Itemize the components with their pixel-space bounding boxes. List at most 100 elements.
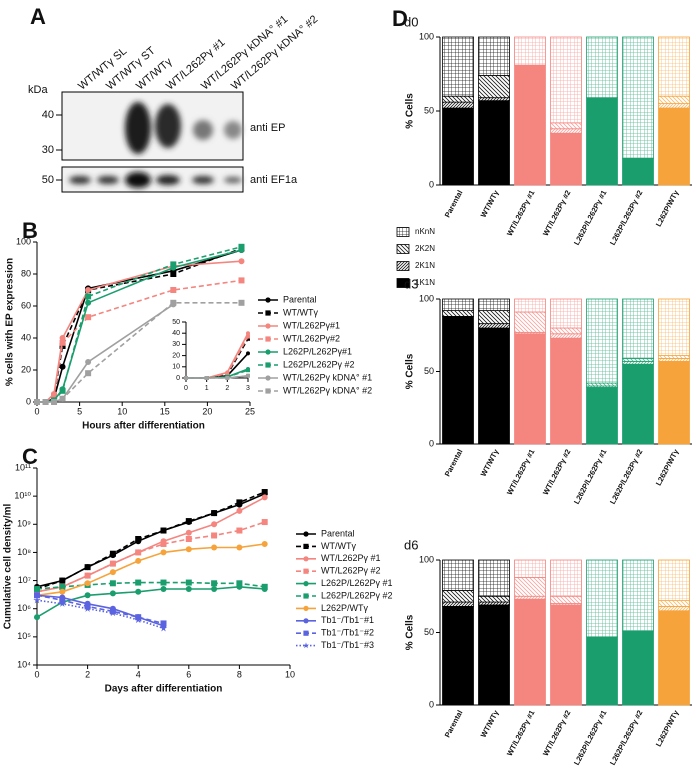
data-point <box>135 588 142 595</box>
data-point <box>170 271 177 277</box>
bar-segment <box>550 128 582 134</box>
data-point <box>59 395 66 402</box>
bar-segment <box>658 298 690 356</box>
legend-swatch <box>396 278 410 288</box>
data-point <box>170 261 177 268</box>
x-tick-label: 5 <box>77 406 82 416</box>
bar-segment <box>478 100 510 186</box>
x-tick-label: WT/WTγ <box>479 708 501 739</box>
data-point <box>236 499 243 506</box>
x-tick-label: Parental <box>443 448 465 478</box>
data-point <box>185 579 192 586</box>
data-point <box>59 588 66 595</box>
bar-segment <box>586 387 618 445</box>
bar-segment <box>442 101 474 109</box>
series-line <box>37 279 242 403</box>
bar-segment <box>514 333 546 445</box>
series-line <box>36 585 265 618</box>
data-point <box>211 544 218 551</box>
data-point <box>134 616 142 624</box>
bar-segment <box>550 337 582 445</box>
data-point <box>59 335 66 341</box>
y-axis-label: % Cells <box>405 614 416 650</box>
legend-label: nKnN <box>415 227 435 236</box>
legend-label: WT/WTγ <box>321 541 356 551</box>
bar-segment <box>658 606 690 612</box>
bar-segment <box>622 36 654 159</box>
x-tick-label: 10 <box>117 406 127 416</box>
bar-segment <box>478 595 510 603</box>
data-point <box>109 569 116 576</box>
bar-segment <box>478 559 510 597</box>
data-point <box>135 549 142 556</box>
legend-swatch <box>396 227 410 237</box>
bar-segment <box>658 358 690 362</box>
y-tick-label: 0 <box>429 179 434 189</box>
bands <box>69 172 242 188</box>
data-point <box>85 293 92 300</box>
data-point <box>84 580 91 587</box>
bar-segment <box>550 333 582 339</box>
data-point <box>238 299 245 306</box>
y-tick-label: 100 <box>16 236 31 246</box>
x-axis-label: Days after differentiation <box>105 684 223 695</box>
x-tick-label: 4 <box>136 669 141 679</box>
data-point <box>85 314 92 321</box>
legend-marker <box>303 531 309 537</box>
legend-label: L262P/L262Pγ#1 <box>283 346 352 356</box>
legend-label: WT/L262Pγ#1 <box>283 320 340 330</box>
series-line <box>186 332 249 379</box>
y-tick-label: 0 <box>176 375 180 382</box>
data-point <box>160 620 167 627</box>
bar-segment <box>442 95 474 103</box>
legend-label: WT/L262Pγ kDNA° #1 <box>283 372 372 382</box>
bar-segment <box>658 610 690 706</box>
legend-label: Tb1⁻/Tb1⁻#3 <box>321 640 374 650</box>
legend-marker <box>265 336 271 342</box>
bar-segment <box>658 355 690 359</box>
data-point <box>184 376 188 380</box>
bar-segment <box>658 559 690 601</box>
bar-segment <box>478 298 510 312</box>
bar-segment <box>478 97 510 102</box>
x-tick-label: 10 <box>285 669 295 679</box>
y-axis-label: % Cells <box>405 353 416 389</box>
data-point <box>85 370 92 377</box>
legend-marker <box>265 362 271 368</box>
y-tick-label: 10 <box>172 364 180 371</box>
data-point <box>236 544 243 551</box>
data-point <box>160 549 167 556</box>
data-point <box>59 583 66 590</box>
legend-marker <box>265 310 271 316</box>
data-point <box>135 536 142 543</box>
x-tick-label: 15 <box>160 406 170 416</box>
chart-title: d0 <box>404 14 418 29</box>
x-tick-label: WT/WTγ <box>479 188 501 219</box>
bar-segment <box>622 630 654 706</box>
x-tick-label: 2 <box>225 385 229 392</box>
data-point <box>34 399 40 405</box>
data-point <box>261 540 268 547</box>
bands <box>125 102 242 154</box>
bar-segment <box>514 559 546 578</box>
data-point <box>109 580 116 587</box>
bar-segment <box>478 601 510 606</box>
bar-segment <box>550 559 582 597</box>
x-tick-label: L262P/WTγ <box>654 188 681 228</box>
series-line <box>186 352 249 379</box>
data-point <box>211 510 218 517</box>
bar-segment <box>622 358 654 362</box>
y-tick-label: 20 <box>21 364 31 374</box>
x-tick-label: 20 <box>202 406 212 416</box>
y-tick-label: 0 <box>26 396 31 406</box>
y-axis-label: % Cells <box>405 93 416 129</box>
y-tick-label: 80 <box>21 268 31 278</box>
y-tick-label: 100 <box>419 293 434 303</box>
legend-marker <box>303 630 309 636</box>
legend-label: 2K1N <box>415 261 435 270</box>
y-tick-label: 60 <box>21 300 31 310</box>
bar-segment <box>622 298 654 359</box>
bar-segment <box>478 604 510 706</box>
data-point <box>159 624 168 632</box>
bar-segment <box>550 122 582 130</box>
